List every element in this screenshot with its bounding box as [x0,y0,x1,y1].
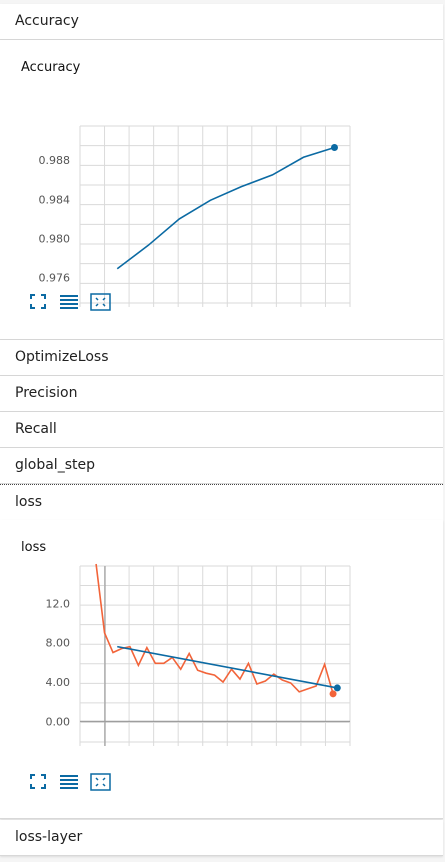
y-tick-label: 0.976 [39,272,71,285]
chart-title: Accuracy [21,60,81,75]
y-tick-label: 0.980 [39,232,71,245]
fit-domain-icon[interactable] [90,293,111,311]
y-tick-label: 8.00 [46,637,71,650]
group-header-precision[interactable]: Precision [0,376,443,412]
group-label: loss [15,494,43,510]
group-header-recall[interactable]: Recall [0,412,443,448]
y-tick-label: 0.984 [39,193,71,206]
grid [79,565,351,746]
group-label: Precision [15,385,78,401]
group-label: OptimizeLoss [15,349,109,365]
series-line-0 [116,146,335,270]
loss-chart[interactable]: 0.00 4.00 8.00 12.0 [0,520,443,818]
group-header-optimize-loss[interactable]: OptimizeLoss [0,340,443,376]
chart-title: loss [21,540,47,555]
y-tick-label: 12.0 [46,597,71,610]
fit-domain-icon[interactable] [90,773,111,791]
group-label: loss-layer [15,829,83,845]
series-end-point-0 [329,690,337,698]
accuracy-chart-card: Accuracy 0.976 0.980 0.984 0.988 [0,40,443,340]
data-table-icon[interactable] [59,773,79,791]
series-line-0 [95,563,334,695]
group-label: Accuracy [15,13,79,29]
expand-icon[interactable] [29,773,49,791]
series-end-point-0 [330,144,338,152]
group-header-accuracy[interactable]: Accuracy [0,4,443,40]
y-tick-label: 4.00 [46,676,71,689]
data-table-icon[interactable] [59,293,79,311]
series-line-1 [117,645,338,689]
y-tick-label: 0.988 [39,154,71,167]
accuracy-chart[interactable]: 0.976 0.980 0.984 0.988 [0,40,443,339]
group-label: Recall [15,421,57,437]
group-header-global-step[interactable]: global_step [0,448,443,484]
series-end-point-1 [333,684,341,692]
y-tick-label: 0.00 [46,715,71,728]
expand-icon[interactable] [29,293,49,311]
loss-chart-card: loss 0.00 4.00 8.00 12.0 [0,520,443,819]
group-header-loss-layer[interactable]: loss-layer [0,820,443,856]
grid [79,125,351,307]
group-label: global_step [15,457,95,473]
group-header-loss[interactable]: loss [0,484,443,521]
